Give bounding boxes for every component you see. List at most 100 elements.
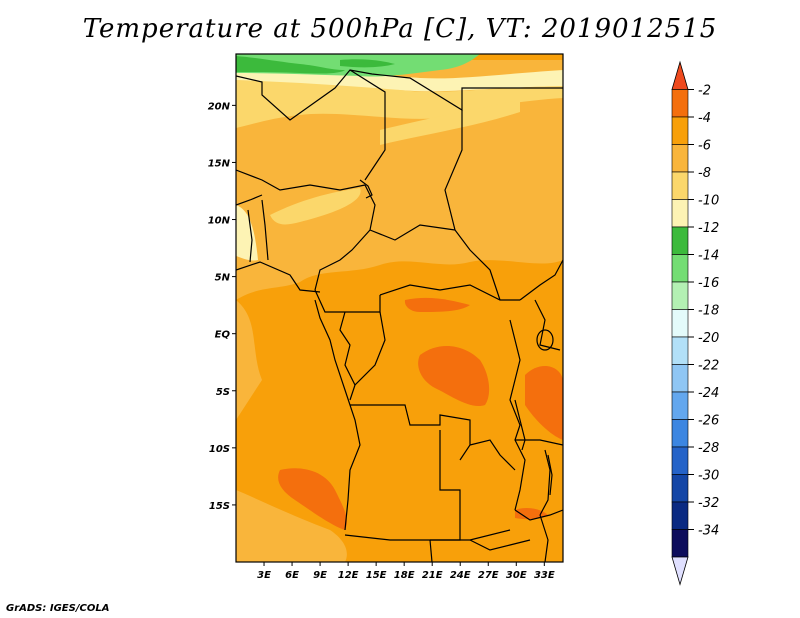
colorbar-label: -32	[698, 496, 719, 511]
border-east-lakes	[509, 319, 526, 511]
colorbar-label: -22	[698, 359, 719, 374]
border-niger-nigeria	[236, 169, 366, 191]
field-light-orange-2	[236, 300, 262, 420]
lake-chad	[359, 179, 373, 199]
border-burkina	[236, 194, 263, 206]
colorbar-cell	[671, 336, 689, 365]
border-mozambique	[539, 514, 549, 562]
colorbar-cell	[671, 391, 689, 420]
colorbar-cell	[671, 226, 689, 255]
border-west-coast	[236, 261, 321, 293]
lat-tick-label: 5N	[215, 273, 231, 284]
lon-tick-label: 15E	[366, 570, 387, 581]
lon-tick-label: 18E	[394, 570, 415, 581]
colorbar-label: -34	[698, 524, 719, 539]
colorbar-cell	[671, 199, 689, 228]
colorbar-label: -2	[698, 84, 711, 99]
lat-tick-label: 20N	[208, 101, 231, 112]
map-field	[236, 54, 563, 562]
lat-tick-label: 15S	[209, 501, 230, 512]
colorbar-label: -14	[698, 249, 719, 264]
field-pale-west	[236, 205, 258, 261]
colorbar: -2 -4 -6 -8 -10 -12 -14 -16 -18 -20 -22 -24 -26 -28 -3…	[671, 60, 719, 586]
colorbar-cell	[671, 529, 689, 558]
field-pale-nigeria	[270, 188, 361, 225]
lake-tanganyika	[514, 399, 526, 451]
lon-tick-label: 6E	[285, 570, 299, 581]
colorbar-cell	[671, 474, 689, 503]
colorbar-cell	[671, 309, 689, 338]
lat-tick-label: 15N	[208, 158, 231, 169]
border-sudan-east	[519, 259, 563, 301]
border-congo-drc	[349, 311, 386, 401]
field-dark-3	[278, 468, 347, 530]
lake-malawi	[547, 454, 553, 496]
field-light-sw	[236, 490, 347, 562]
border-drc-zambia	[469, 439, 516, 471]
border-nigeria-cameroon	[314, 184, 376, 291]
field-dark-1	[418, 345, 490, 407]
border-drc-angola	[350, 404, 471, 461]
border-malawi	[539, 449, 551, 516]
latitude-axis: 20N 15N 10N 5N EQ 5S 10S 15S	[208, 101, 236, 512]
border-gabon-congo	[339, 311, 356, 386]
colorbar-label: -10	[698, 194, 719, 209]
longitude-axis: 3E 6E 9E 12E 15E 18E 21E 24E 27E 30E 33E	[257, 562, 555, 581]
field-green-patch	[340, 59, 395, 68]
lat-tick-label: 10S	[209, 444, 230, 455]
field-yellow-band-2	[380, 100, 520, 145]
lat-tick-label: 5S	[216, 387, 230, 398]
colorbar-top-arrow	[671, 60, 689, 90]
chart-title: Temperature at 500hPa [C], VT: 201901251…	[82, 14, 718, 44]
field-dark-4	[404, 297, 470, 312]
colorbar-cell	[671, 89, 689, 118]
colorbar-label: -18	[698, 304, 719, 319]
lat-tick-label: 10N	[208, 216, 231, 227]
colorbar-cell	[671, 171, 689, 200]
field-dark-2	[525, 365, 563, 440]
border-botswana	[429, 539, 433, 562]
border-car-south	[379, 284, 520, 301]
border-benin	[261, 199, 269, 261]
colorbar-label: -26	[698, 414, 719, 429]
lon-tick-label: 3E	[257, 570, 271, 581]
lon-tick-label: 24E	[450, 570, 471, 581]
lon-tick-label: 33E	[534, 570, 555, 581]
colorbar-cell	[671, 144, 689, 173]
colorbar-cell	[671, 419, 689, 448]
lon-tick-label: 27E	[478, 570, 499, 581]
field-pale-top	[236, 70, 563, 92]
grads-credit: GrADS: IGES/COLA	[6, 603, 110, 614]
colorbar-label: -12	[698, 221, 719, 236]
colorbar-label: -20	[698, 331, 719, 346]
field-yellow-band	[236, 80, 563, 128]
lon-tick-label: 12E	[338, 570, 359, 581]
colorbar-label: -6	[698, 139, 711, 154]
map-frame	[235, 53, 564, 563]
border-coast-gulf	[314, 299, 361, 531]
lon-tick-label: 30E	[506, 570, 527, 581]
colorbar-label: -30	[698, 469, 719, 484]
border-zimbabwe	[469, 539, 531, 551]
lon-tick-label: 9E	[313, 570, 327, 581]
lat-tick-label: EQ	[215, 330, 231, 341]
field-dark-5	[515, 507, 548, 520]
border-zambia-east	[514, 509, 563, 521]
colorbar-cell	[671, 364, 689, 393]
border-libya-chad	[349, 69, 386, 181]
colorbar-cell	[671, 254, 689, 283]
lakes	[359, 179, 554, 496]
colorbar-cell	[671, 281, 689, 310]
country-borders	[236, 69, 563, 562]
colorbar-cell	[671, 501, 689, 530]
colorbar-bottom-arrow	[671, 556, 689, 586]
field-green-dark	[236, 56, 345, 74]
border-chad-car	[369, 224, 456, 241]
colorbar-cell	[671, 446, 689, 475]
colorbar-cell	[671, 116, 689, 145]
colorbar-label: -28	[698, 441, 719, 456]
colorbar-label: -4	[698, 111, 711, 126]
lake-victoria	[536, 329, 554, 351]
colorbar-label: -24	[698, 386, 719, 401]
